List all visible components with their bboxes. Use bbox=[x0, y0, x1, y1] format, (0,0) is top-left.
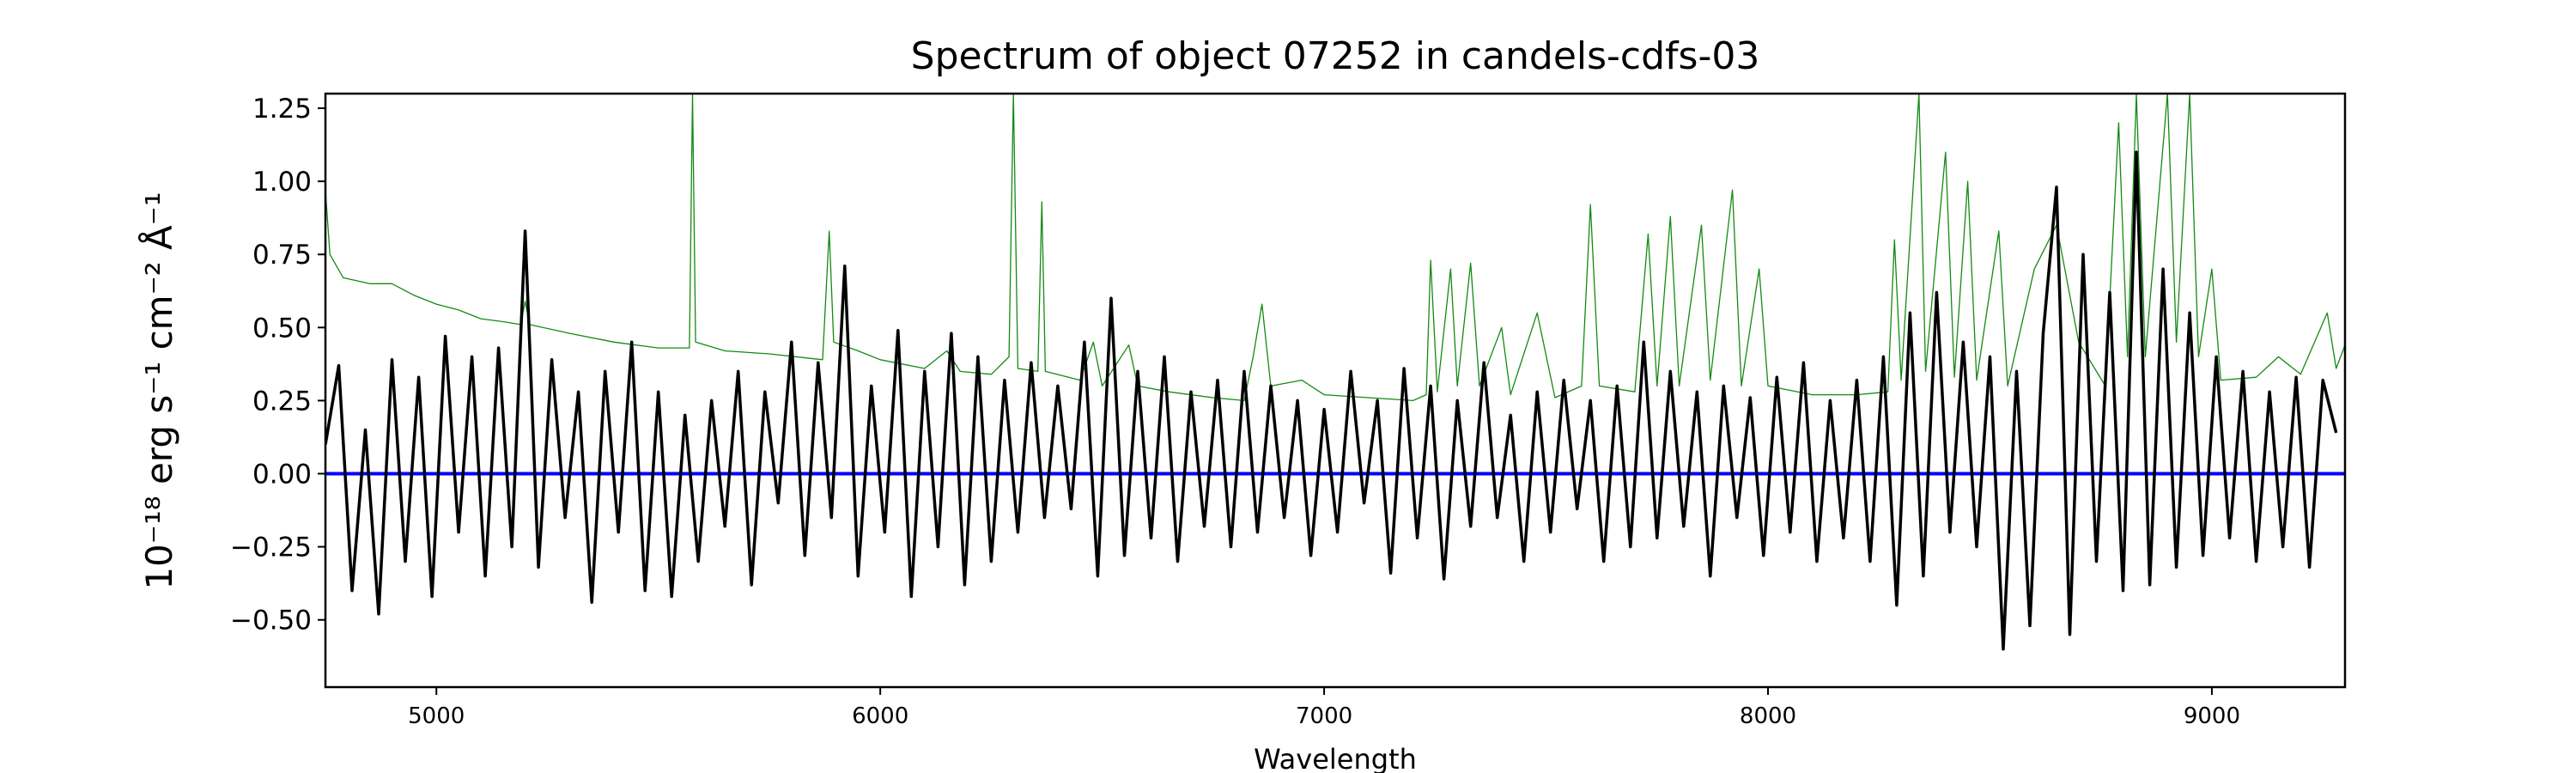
x-axis-label: Wavelength bbox=[1254, 743, 1417, 773]
y-axis-label: 10⁻¹⁸ erg s⁻¹ cm⁻² Å⁻¹ bbox=[137, 192, 180, 589]
y-tick-label: −0.25 bbox=[230, 533, 312, 563]
x-tick-label: 5000 bbox=[408, 703, 465, 729]
y-tick-label: 1.00 bbox=[252, 167, 312, 198]
y-tick-label: −0.50 bbox=[230, 606, 312, 636]
y-tick-label: 0.75 bbox=[252, 240, 312, 271]
y-tick-label: 0.50 bbox=[252, 313, 312, 344]
x-tick-label: 9000 bbox=[2184, 703, 2240, 729]
flux-line bbox=[325, 150, 2338, 651]
y-tick-label: 0.25 bbox=[252, 386, 312, 417]
axes-frame bbox=[324, 92, 2347, 689]
y-tick-label: 0.00 bbox=[252, 460, 312, 490]
chart-title: Spectrum of object 07252 in candels-cdfs… bbox=[911, 34, 1760, 78]
x-tick-label: 6000 bbox=[852, 703, 908, 729]
x-tick-label: 8000 bbox=[1740, 703, 1796, 729]
y-tick-label: 1.25 bbox=[252, 94, 312, 125]
x-tick-label: 7000 bbox=[1296, 703, 1352, 729]
